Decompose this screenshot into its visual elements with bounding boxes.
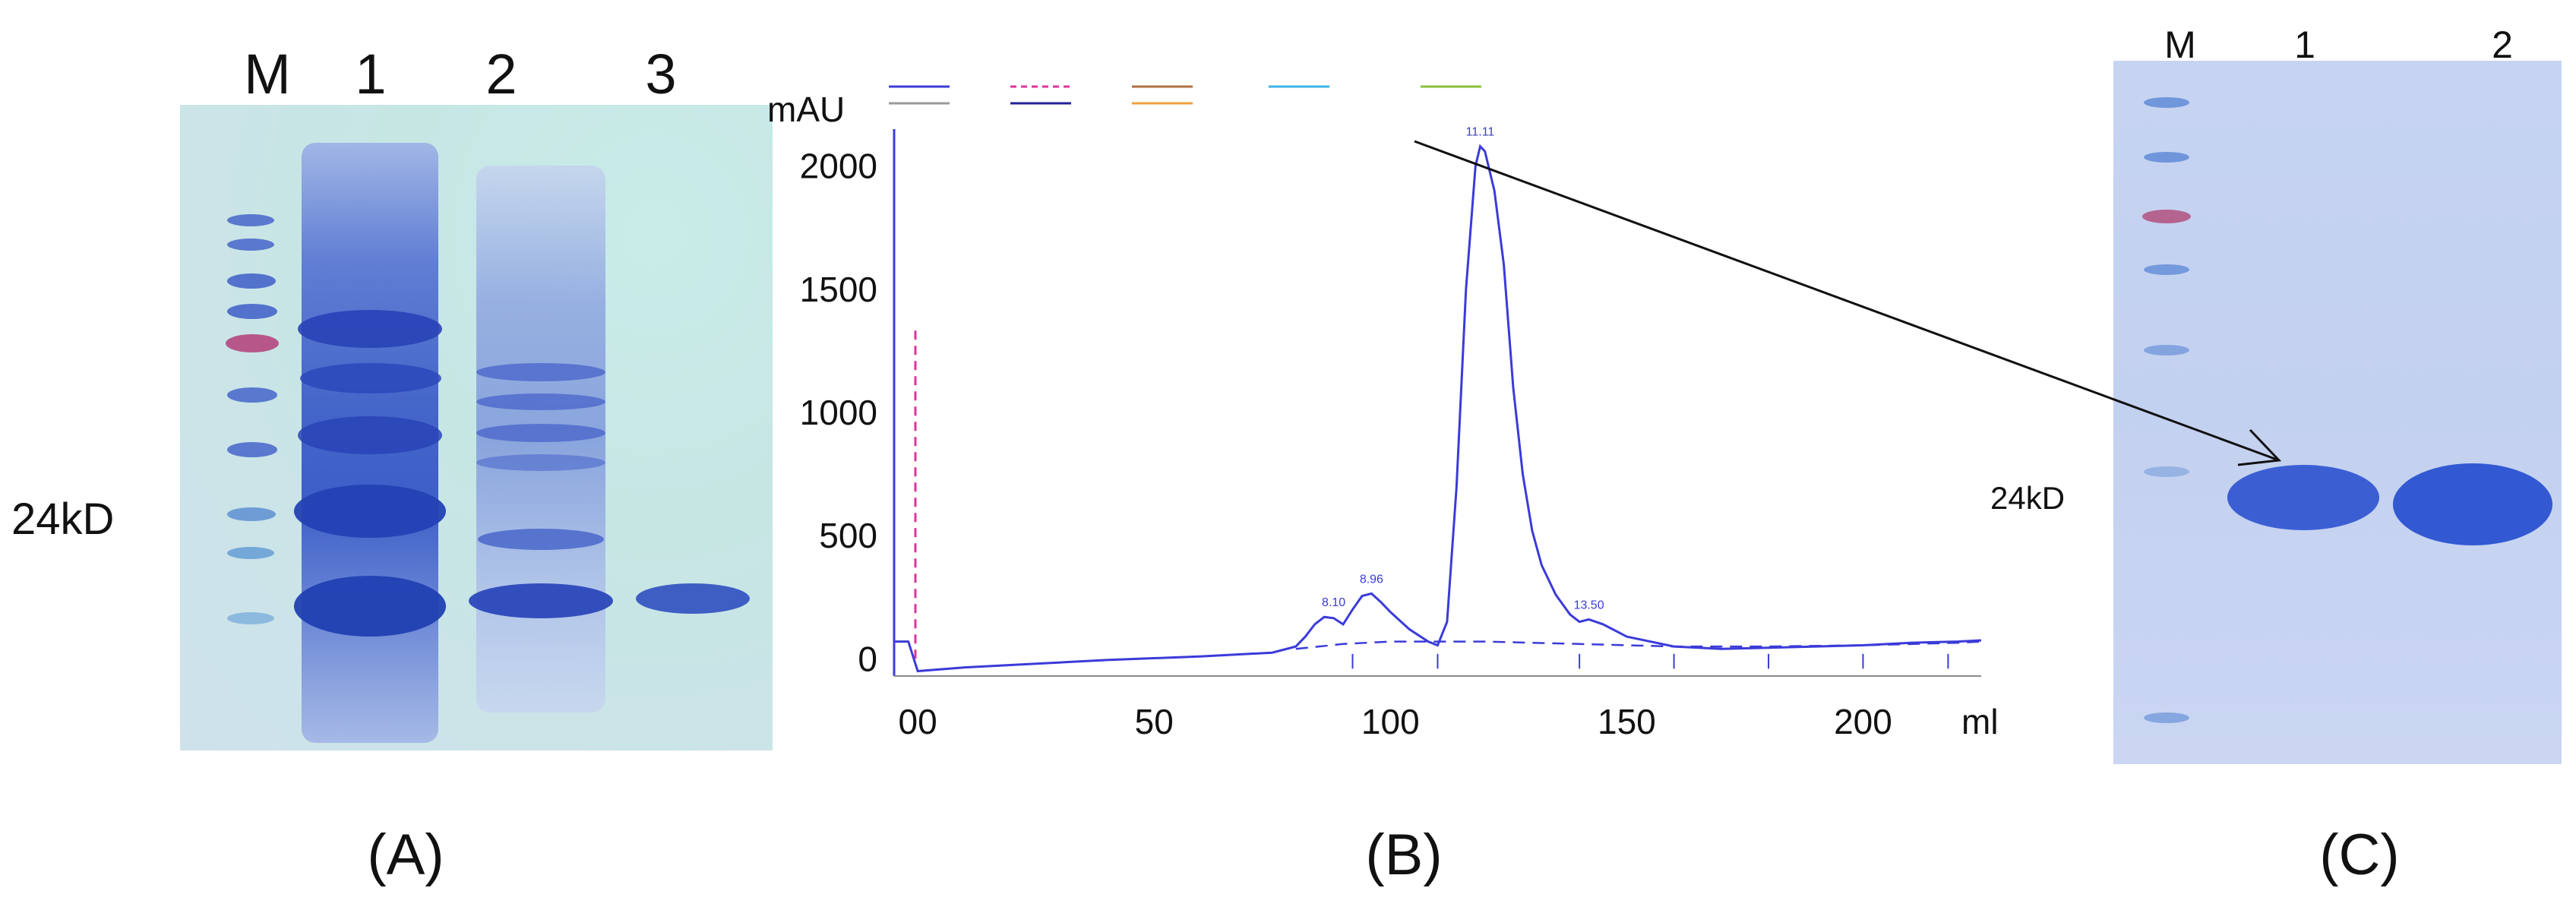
lane-1-band bbox=[298, 310, 442, 348]
gel-a-lane-1: 1 bbox=[355, 43, 387, 106]
baseline-line bbox=[1295, 640, 1982, 650]
gel-c-lane-2: 2 bbox=[2492, 24, 2513, 66]
y-tick-label: 2000 bbox=[800, 147, 877, 186]
peak-label: 8.10 bbox=[1322, 596, 1345, 609]
gel-a-lane-m: M bbox=[244, 43, 291, 106]
lane-1-band bbox=[298, 416, 442, 454]
marker-band bbox=[2144, 97, 2189, 108]
chromatogram-chart: 0 500 1000 1500 2000 00 50 100 150 200 m… bbox=[767, 85, 1999, 741]
legend bbox=[889, 85, 1481, 105]
gel-c-marker-label: 24kD bbox=[1990, 480, 2066, 516]
lane-2-band bbox=[478, 529, 604, 550]
marker-band bbox=[227, 442, 277, 457]
gel-c-lane-m: M bbox=[2164, 24, 2196, 66]
lane-2-band bbox=[2393, 463, 2552, 545]
x-axis-label: ml bbox=[1961, 702, 1999, 741]
lane-2-band bbox=[469, 583, 613, 618]
gel-a bbox=[180, 105, 773, 750]
lane-2-band bbox=[476, 454, 605, 471]
x-tick-label: 100 bbox=[1361, 702, 1420, 741]
x-tick-label: 50 bbox=[1135, 702, 1174, 741]
peak-label: 8.96 bbox=[1360, 573, 1383, 586]
marker-band bbox=[227, 214, 274, 226]
lane-1-band bbox=[300, 363, 441, 393]
marker-band bbox=[2144, 152, 2189, 163]
peak-label: 13.50 bbox=[1574, 599, 1604, 611]
panel-b-caption: (B) bbox=[1365, 823, 1443, 887]
uv-absorbance-line bbox=[894, 144, 1982, 673]
marker-band bbox=[2144, 713, 2189, 723]
marker-band bbox=[2142, 210, 2191, 223]
lane-2-band bbox=[476, 363, 605, 381]
x-tick-label: 200 bbox=[1834, 702, 1892, 741]
marker-band bbox=[2144, 264, 2189, 275]
y-tick-label: 1500 bbox=[800, 270, 877, 309]
y-tick-label: 0 bbox=[858, 639, 877, 678]
marker-band bbox=[2144, 345, 2189, 355]
marker-band bbox=[227, 387, 277, 403]
marker-band bbox=[226, 334, 279, 352]
marker-band bbox=[227, 273, 276, 289]
lane-1-band bbox=[294, 576, 446, 637]
marker-band bbox=[227, 239, 274, 251]
gel-c-lane-1: 1 bbox=[2294, 24, 2315, 66]
marker-band bbox=[227, 507, 276, 521]
panel-a-caption: (A) bbox=[367, 823, 444, 887]
lane-3-band bbox=[636, 583, 750, 614]
marker-band bbox=[2144, 466, 2189, 477]
marker-band bbox=[227, 612, 274, 624]
y-tick-label: 500 bbox=[819, 516, 877, 555]
panel-c-caption: (C) bbox=[2319, 823, 2400, 887]
gel-a-marker-label: 24kD bbox=[11, 494, 115, 544]
y-axis-label: mAU bbox=[767, 90, 845, 129]
lane-1-band bbox=[294, 485, 446, 538]
fraction-marks bbox=[1351, 653, 1949, 669]
gel-a-lane-3: 3 bbox=[645, 43, 677, 106]
lane-2-band bbox=[476, 393, 605, 410]
x-tick-label: 00 bbox=[899, 702, 937, 741]
gel-c bbox=[2113, 61, 2562, 764]
lane-2-band bbox=[476, 424, 605, 442]
marker-band bbox=[227, 547, 274, 559]
y-tick-label: 1000 bbox=[800, 393, 877, 432]
lane-1-band bbox=[2227, 465, 2379, 530]
gel-a-lane-2: 2 bbox=[485, 43, 517, 106]
marker-band bbox=[227, 304, 277, 319]
x-tick-label: 150 bbox=[1598, 702, 1656, 741]
peak-label: 11.11 bbox=[1466, 126, 1495, 139]
